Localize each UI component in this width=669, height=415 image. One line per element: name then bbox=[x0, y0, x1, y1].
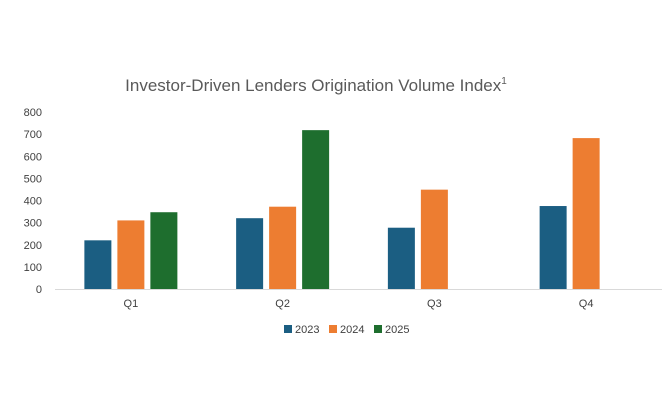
x-tick-label-q4: Q4 bbox=[579, 298, 594, 310]
x-axis: Q1 Q2 Q3 Q4 bbox=[124, 298, 594, 310]
legend-label-2025: 2025 bbox=[385, 324, 409, 336]
y-tick-label: 700 bbox=[24, 129, 42, 141]
y-tick-label: 100 bbox=[24, 262, 42, 274]
bar-q1-2023 bbox=[84, 240, 112, 289]
bars-group bbox=[84, 130, 600, 289]
chart-title-superscript: 1 bbox=[501, 76, 507, 87]
x-tick-label-q1: Q1 bbox=[124, 298, 139, 310]
legend-label-2023: 2023 bbox=[295, 324, 319, 336]
y-tick-label: 300 bbox=[24, 218, 42, 230]
legend-swatch-2025 bbox=[374, 325, 382, 333]
y-tick-label: 400 bbox=[24, 196, 42, 208]
y-tick-label: 200 bbox=[24, 240, 42, 252]
bar-q3-2023 bbox=[387, 227, 415, 289]
chart-title-main: Investor-Driven Lenders Origination Volu… bbox=[125, 76, 502, 95]
y-axis: 0 100 200 300 400 500 600 700 800 bbox=[24, 107, 42, 296]
y-tick-label: 500 bbox=[24, 173, 42, 185]
bar-q2-2023 bbox=[236, 218, 264, 289]
bar-q4-2024 bbox=[572, 138, 600, 289]
x-tick-label-q2: Q2 bbox=[275, 298, 290, 310]
y-tick-label: 800 bbox=[24, 107, 42, 119]
legend-swatch-2023 bbox=[284, 325, 292, 333]
bar-q2-2024 bbox=[269, 206, 297, 289]
bar-q3-2024 bbox=[420, 189, 448, 289]
x-tick-label-q3: Q3 bbox=[427, 298, 442, 310]
y-tick-label: 600 bbox=[24, 151, 42, 163]
legend: 2023 2024 2025 bbox=[284, 324, 409, 336]
legend-swatch-2024 bbox=[329, 325, 337, 333]
bar-q4-2023 bbox=[539, 206, 567, 289]
bar-q2-2025 bbox=[302, 130, 330, 289]
y-tick-label: 0 bbox=[36, 284, 42, 296]
chart-title: Investor-Driven Lenders Origination Volu… bbox=[125, 76, 507, 95]
legend-label-2024: 2024 bbox=[340, 324, 364, 336]
bar-q1-2025 bbox=[150, 212, 178, 289]
bar-q1-2024 bbox=[117, 220, 145, 289]
